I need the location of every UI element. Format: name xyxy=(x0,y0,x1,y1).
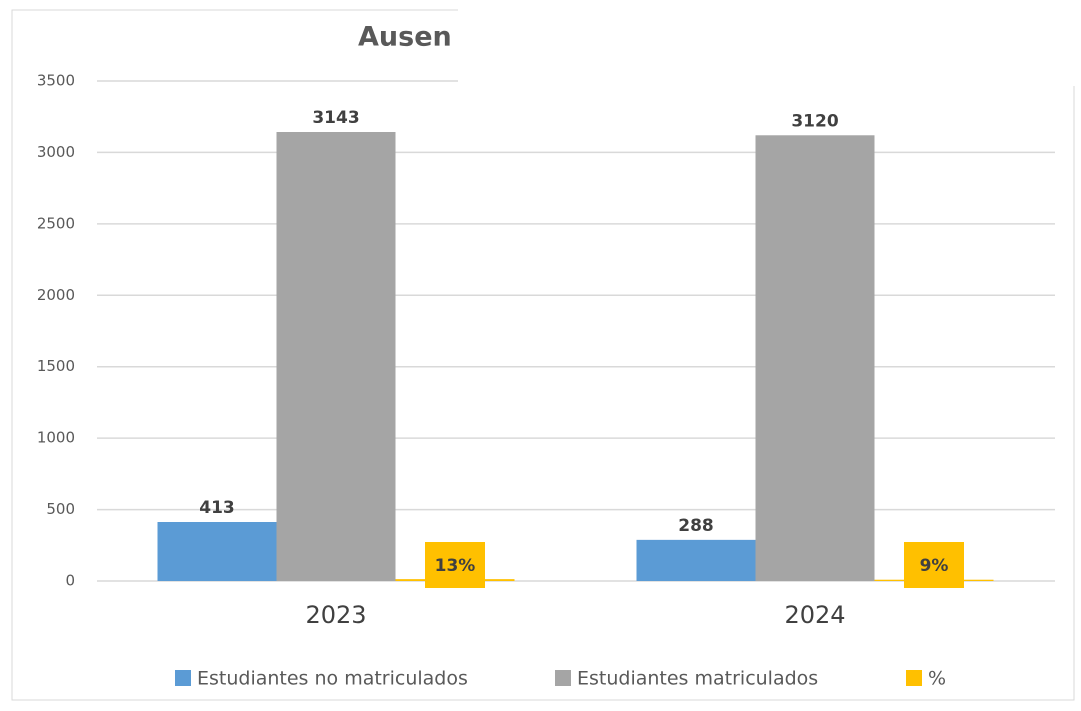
legend-swatch xyxy=(555,670,571,686)
plot-area: 0 500 1000 1500 2000 2500 3000 3500 2023 2024 xyxy=(37,72,1055,629)
y-tick-label: 0 xyxy=(65,572,75,590)
value-label: 413 xyxy=(199,498,235,518)
value-label-box xyxy=(425,542,485,588)
labels: 413 3143 13% 288 3120 9% Estudiantes no matric… xyxy=(175,108,964,690)
legend-swatch xyxy=(906,670,922,686)
y-tick-label: 3500 xyxy=(37,72,75,90)
bar xyxy=(755,135,875,582)
legend-label: Estudiantes matriculados xyxy=(577,668,818,690)
bar xyxy=(636,539,756,581)
chart-title: Ausen xyxy=(358,22,452,53)
y-tick-label: 2500 xyxy=(37,214,75,232)
x-tick-label: 2024 xyxy=(784,601,845,629)
overlay xyxy=(458,4,1081,86)
x-tick-label: 2023 xyxy=(305,601,366,629)
y-tick-label: 500 xyxy=(46,500,75,518)
y-tick-label: 2000 xyxy=(37,286,75,304)
chart-frame xyxy=(11,9,1075,701)
bar xyxy=(157,522,277,581)
value-label: 9% xyxy=(920,556,949,576)
value-label: 3120 xyxy=(791,111,838,131)
value-label: 3143 xyxy=(312,108,359,128)
legend-label: Estudiantes no matriculados xyxy=(197,668,468,690)
y-tick-label: 1000 xyxy=(37,429,75,447)
value-label: 288 xyxy=(678,516,714,536)
legend-swatch xyxy=(175,670,191,686)
y-tick-label: 1500 xyxy=(37,357,75,375)
value-label: 13% xyxy=(435,556,476,576)
legend-label: % xyxy=(928,668,946,690)
value-label-box xyxy=(904,542,964,588)
y-tick-label: 3000 xyxy=(37,143,75,161)
bar xyxy=(276,132,396,581)
